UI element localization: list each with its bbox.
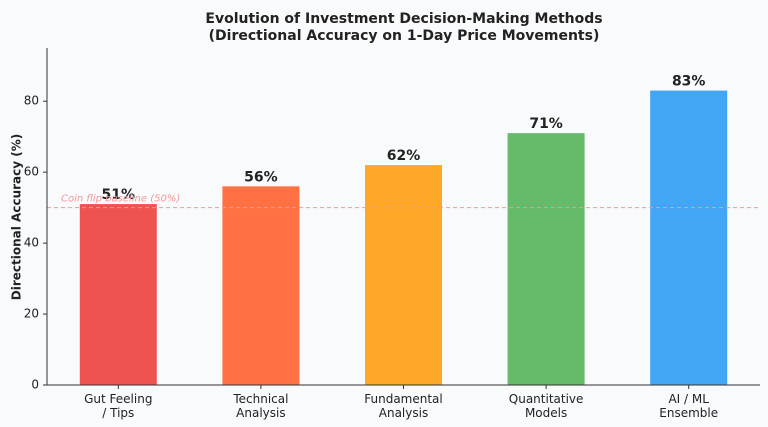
value-label: 83% (672, 74, 706, 90)
chart-title: Evolution of Investment Decision-Making … (205, 11, 602, 27)
reference-label: Coin flip baseline (50%) (61, 194, 180, 205)
x-tick-label: Fundamental Analysis (364, 392, 443, 420)
value-label: 56% (244, 169, 278, 185)
y-tick-label: 60 (24, 165, 39, 179)
y-tick-label: 80 (24, 94, 39, 108)
bar (364, 165, 443, 385)
y-tick-label: 20 (24, 307, 39, 321)
x-tick-label: Quantitative Models (509, 392, 584, 420)
bar (650, 90, 728, 385)
y-tick-label: 40 (24, 236, 39, 250)
value-label: 51% (102, 187, 136, 203)
value-label: 62% (387, 148, 421, 164)
x-tick-label: Gut Feeling / Tips (84, 392, 152, 420)
x-tick-label: AI / ML Ensemble (659, 392, 718, 420)
x-tick-label: Technical Analysis (232, 392, 288, 420)
value-label: 71% (529, 116, 563, 132)
y-tick-label: 0 (31, 378, 39, 392)
bar (222, 186, 300, 385)
bar (507, 133, 585, 385)
chart-subtitle: (Directional Accuracy on 1-Day Price Mov… (209, 28, 600, 44)
y-axis-label: Directional Accuracy (%) (10, 134, 24, 300)
bar (79, 204, 157, 385)
